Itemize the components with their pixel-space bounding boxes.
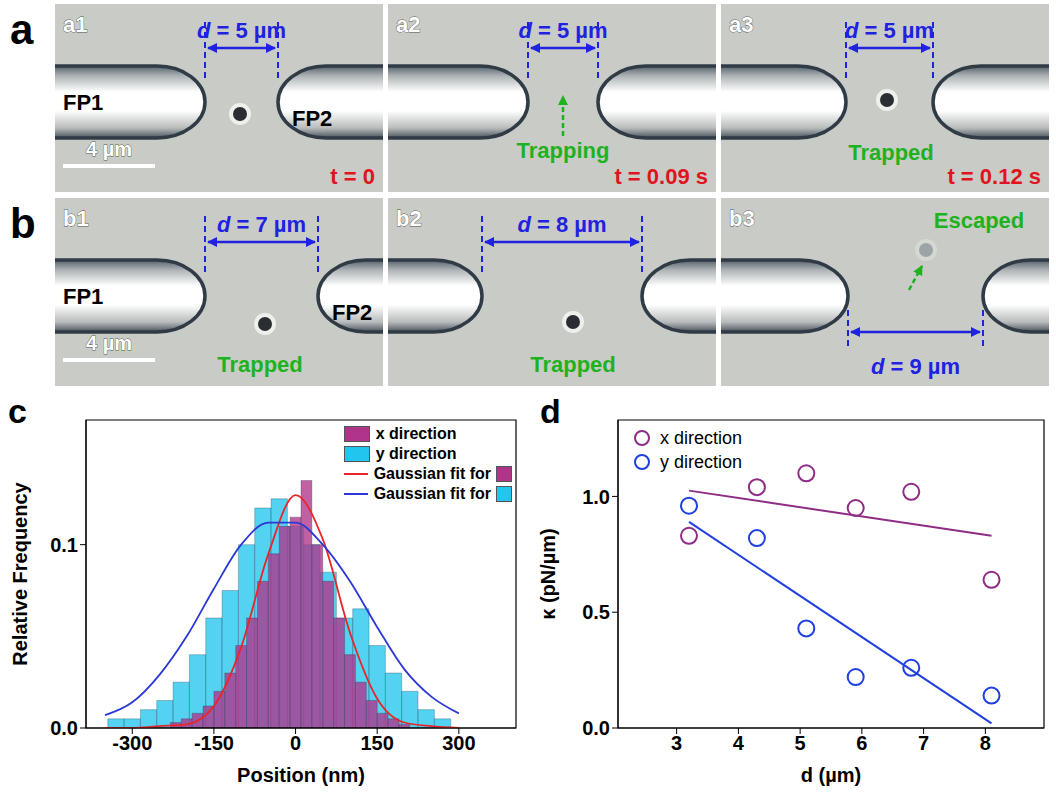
svg-text:Position (nm): Position (nm) bbox=[237, 764, 365, 786]
svg-text:Escaped: Escaped bbox=[934, 208, 1025, 233]
html-text:Gaussian fit for: Gaussian fit for bbox=[373, 485, 491, 502]
html-text:y direction: y direction bbox=[660, 452, 742, 472]
svg-text:4: 4 bbox=[733, 732, 745, 754]
svg-text:b2: b2 bbox=[396, 206, 422, 231]
svg-text:d = 7 µm: d = 7 µm bbox=[217, 212, 306, 237]
svg-text:FP2: FP2 bbox=[332, 300, 372, 325]
svg-text:Trapped: Trapped bbox=[848, 140, 934, 165]
svg-text:Trapped: Trapped bbox=[217, 352, 303, 377]
svg-text:4 µm: 4 µm bbox=[86, 332, 132, 354]
svg-text:0.0: 0.0 bbox=[582, 717, 610, 739]
svg-text:6: 6 bbox=[856, 732, 867, 754]
svg-text:Trapping: Trapping bbox=[517, 138, 610, 163]
svg-text:5: 5 bbox=[795, 732, 806, 754]
html-text:Gaussian fit for: Gaussian fit for bbox=[373, 465, 491, 482]
svg-text:Relative Frequency: Relative Frequency bbox=[9, 481, 31, 665]
svg-text:a: a bbox=[10, 6, 34, 53]
svg-text:b3: b3 bbox=[729, 206, 755, 231]
svg-text:b1: b1 bbox=[63, 206, 89, 231]
svg-text:d = 9 µm: d = 9 µm bbox=[871, 354, 960, 379]
svg-text:b: b bbox=[10, 200, 36, 247]
html-text:d: d bbox=[540, 392, 561, 430]
svg-text:0.1: 0.1 bbox=[50, 534, 78, 556]
svg-text:d (µm): d (µm) bbox=[801, 764, 861, 786]
svg-text:-300: -300 bbox=[112, 732, 152, 754]
svg-text:FP2: FP2 bbox=[292, 106, 332, 131]
svg-text:d = 5 µm: d = 5 µm bbox=[197, 18, 286, 43]
svg-text:a1: a1 bbox=[63, 12, 87, 37]
svg-text:d = 5 µm: d = 5 µm bbox=[518, 18, 607, 43]
svg-text:3: 3 bbox=[671, 732, 682, 754]
svg-text:t = 0.09 s: t = 0.09 s bbox=[614, 164, 708, 189]
svg-text:0.5: 0.5 bbox=[582, 601, 610, 623]
svg-text:-150: -150 bbox=[194, 732, 234, 754]
svg-text:d = 8 µm: d = 8 µm bbox=[517, 212, 606, 237]
svg-text:FP1: FP1 bbox=[63, 90, 103, 115]
svg-text:8: 8 bbox=[980, 732, 991, 754]
svg-text:0: 0 bbox=[290, 732, 301, 754]
html-text:x direction: x direction bbox=[375, 425, 457, 442]
svg-text:a3: a3 bbox=[729, 12, 753, 37]
svg-text:κ (pN/µm): κ (pN/µm) bbox=[537, 528, 559, 620]
svg-text:0.0: 0.0 bbox=[50, 717, 78, 739]
svg-text:a2: a2 bbox=[396, 12, 420, 37]
svg-text:300: 300 bbox=[442, 732, 475, 754]
svg-text:d = 5 µm: d = 5 µm bbox=[845, 18, 934, 43]
html-text:c: c bbox=[8, 392, 27, 430]
svg-text:t = 0.12 s: t = 0.12 s bbox=[947, 164, 1041, 189]
html-text:x direction: x direction bbox=[660, 428, 742, 448]
svg-text:t = 0: t = 0 bbox=[330, 164, 375, 189]
svg-text:Trapped: Trapped bbox=[530, 352, 616, 377]
html-text:y direction: y direction bbox=[375, 445, 457, 462]
svg-text:150: 150 bbox=[361, 732, 394, 754]
svg-text:FP1: FP1 bbox=[63, 284, 103, 309]
svg-text:4 µm: 4 µm bbox=[86, 138, 132, 160]
svg-text:7: 7 bbox=[918, 732, 929, 754]
svg-text:1.0: 1.0 bbox=[582, 486, 610, 508]
